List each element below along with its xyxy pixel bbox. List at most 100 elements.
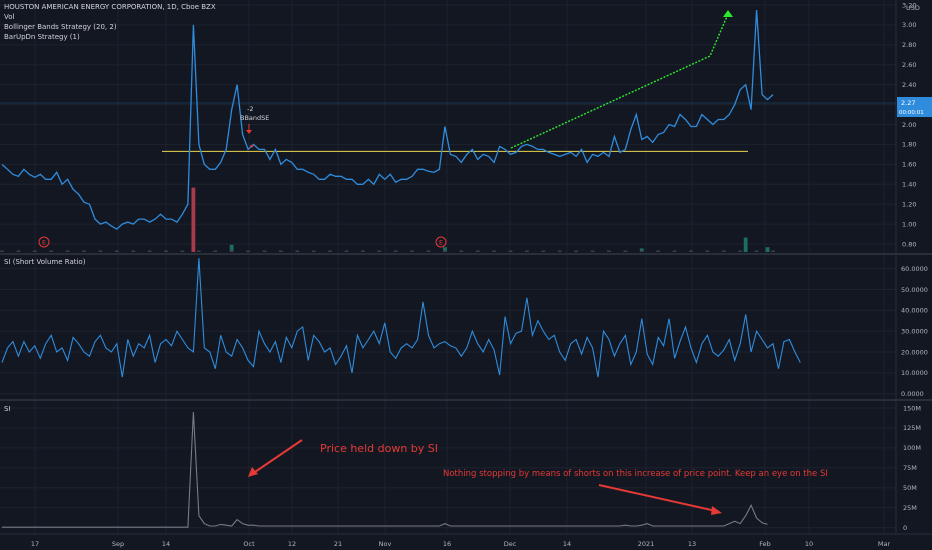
price-tick: 1.00 (902, 220, 916, 228)
volume-bar (525, 250, 529, 252)
si-tick: 0 (903, 524, 907, 532)
time-tick: Oct (243, 540, 255, 548)
time-tick: Dec (504, 540, 517, 548)
green-arrow-head-icon (723, 10, 733, 17)
volume-bar (574, 250, 579, 252)
volume-bar (410, 250, 415, 252)
svg-text:00:00:01: 00:00:01 (899, 110, 924, 116)
price-tick: 1.60 (902, 161, 916, 169)
volume-bar (721, 250, 726, 252)
volume-bar (393, 250, 398, 252)
volume-bar (16, 250, 21, 252)
grid (0, 0, 896, 534)
time-tick: Feb (759, 540, 771, 548)
volume-bar (765, 247, 770, 252)
volume-bar (771, 250, 775, 252)
volume-bar (426, 250, 431, 252)
volume-bar (0, 250, 4, 252)
si-ratio-title[interactable]: SI (Short Volume Ratio) (4, 258, 86, 266)
volume-bar (49, 250, 54, 252)
volume-bar (623, 250, 628, 252)
volume-bar (344, 250, 349, 252)
volume-bar (229, 244, 234, 252)
signal-arrow-head-icon (246, 130, 252, 134)
last-price-tag: 2.27 00:00:01 (897, 97, 932, 117)
green-trend-line[interactable] (510, 13, 729, 149)
volume-bar (114, 250, 119, 252)
volume-bar (443, 247, 447, 252)
volume-bar (607, 250, 611, 252)
svg-text:2.27: 2.27 (901, 99, 915, 107)
volume-bar (246, 250, 250, 252)
volume-bar (131, 250, 136, 252)
price-tick: 1.40 (902, 181, 916, 189)
svg-text:E: E (42, 239, 46, 247)
volume-bar (213, 250, 218, 252)
si-tick: 100M (903, 444, 921, 452)
time-tick: Mar (878, 540, 891, 548)
price-tick: 2.00 (902, 121, 916, 129)
si-line[interactable] (2, 411, 768, 528)
time-axis[interactable]: 17 Sep 14 Oct 12 21 Nov 16 Dec 14 2021 13 Feb 10 Mar (31, 540, 891, 548)
si-ratio-tick: 50.0000 (901, 286, 928, 294)
study-barupdn[interactable]: BarUpDn Strategy (1) (4, 33, 80, 41)
volume-bar (557, 250, 562, 252)
volume-bar (754, 250, 759, 252)
price-tick: 3.20 (902, 1, 916, 9)
si-tick: 150M (903, 404, 921, 412)
price-tick: 0.80 (902, 240, 916, 248)
volume-bar (65, 250, 70, 252)
note-price-held-down: Price held down by SI (320, 442, 438, 455)
time-tick: 14 (563, 540, 571, 548)
red-arrow-head-2-icon (711, 506, 722, 515)
study-bollinger[interactable]: Bollinger Bands Strategy (20, 2) (4, 23, 117, 31)
signal-qty: -2 (247, 105, 253, 113)
si-tick: 125M (903, 424, 921, 432)
volume-bar (262, 250, 267, 252)
volume-bar (32, 250, 37, 252)
price-tick: 2.60 (902, 61, 916, 69)
volume-bar (164, 250, 168, 252)
si-tick: 25M (903, 504, 917, 512)
si-ratio-line[interactable] (1, 258, 801, 378)
volume-bar (672, 250, 677, 252)
si-axis[interactable]: 150M 125M 100M 75M 50M 25M 0 (903, 404, 921, 532)
volume-bar (705, 250, 710, 252)
price-tick: 1.20 (902, 200, 916, 208)
time-tick: 21 (334, 540, 342, 548)
price-tick: 3.00 (902, 21, 916, 29)
price-axis[interactable]: 3.203.002.802.602.402.202.001.801.601.40… (902, 1, 916, 248)
price-line[interactable] (1, 9, 774, 230)
time-tick: 10 (805, 540, 813, 548)
volume-bar (191, 187, 196, 252)
volume-bar (639, 250, 644, 252)
red-arrow-head-1-icon (248, 467, 258, 477)
volume-bar (541, 250, 546, 252)
volume-bar (82, 250, 86, 252)
volume-bar (443, 250, 447, 252)
volume-bar (328, 250, 332, 252)
currency-label: USD (906, 4, 920, 12)
volume-bar (738, 250, 743, 252)
volume-bar (689, 250, 693, 252)
volume-bar (475, 250, 480, 252)
time-tick: 14 (162, 540, 170, 548)
study-vol[interactable]: Vol (4, 13, 15, 21)
volume-bar (311, 250, 316, 252)
time-tick: Nov (379, 540, 392, 548)
volume-bar (229, 250, 234, 252)
volume-bar (147, 250, 152, 252)
si-title[interactable]: SI (4, 405, 11, 413)
si-ratio-axis[interactable]: 60.0000 50.0000 40.0000 30.0000 20.0000 10.00… (901, 265, 928, 398)
si-ratio-tick: 40.0000 (901, 307, 928, 315)
earnings-marker[interactable]: E (435, 236, 447, 248)
volume-bar (180, 250, 185, 252)
volume-bar (377, 250, 382, 252)
symbol-title[interactable]: HOUSTON AMERICAN ENERGY CORPORATION, 1D,… (4, 3, 216, 11)
time-tick: 13 (688, 540, 696, 548)
si-ratio-tick: 60.0000 (901, 265, 928, 273)
volume-bar (459, 250, 464, 252)
time-tick: 17 (31, 540, 39, 548)
earnings-marker[interactable]: E (38, 236, 50, 248)
